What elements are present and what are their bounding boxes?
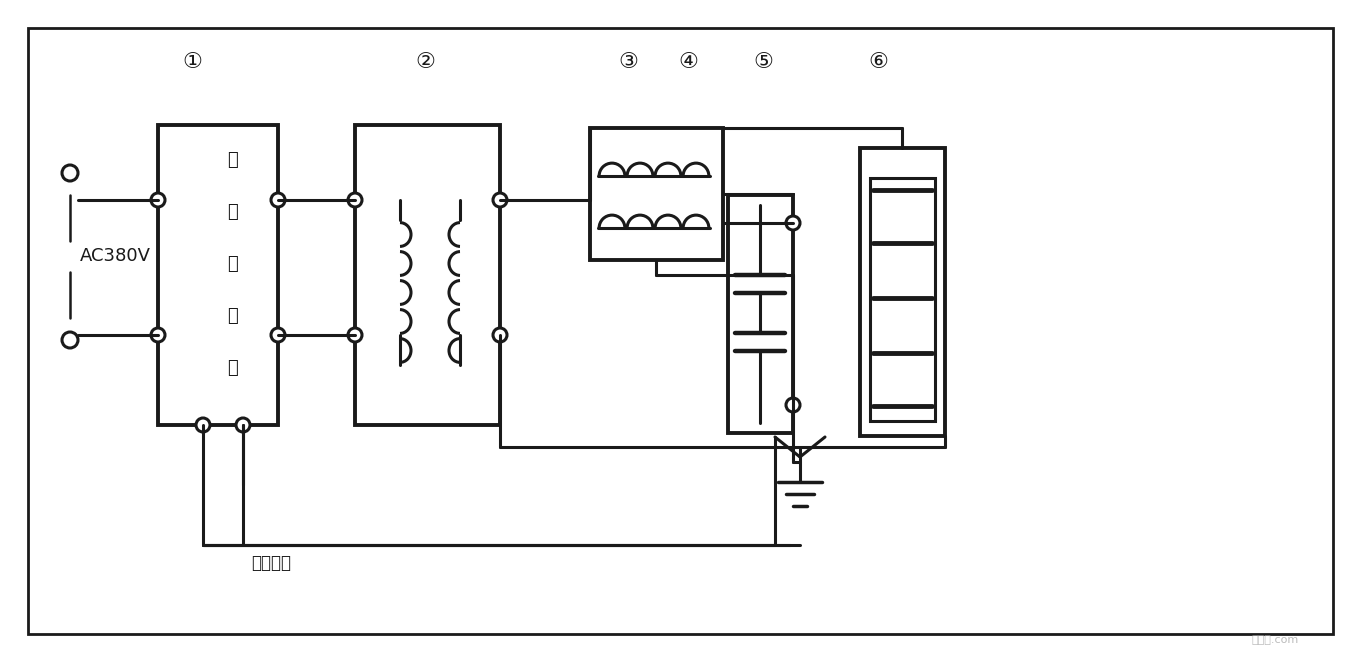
Text: 测量输入: 测量输入 — [250, 554, 291, 572]
Bar — [860, 148, 945, 436]
Circle shape — [63, 165, 78, 181]
Text: ①: ① — [182, 52, 201, 72]
Circle shape — [271, 328, 284, 342]
Circle shape — [787, 398, 800, 412]
Circle shape — [348, 193, 362, 207]
Circle shape — [63, 332, 78, 348]
Text: ⑥: ⑥ — [868, 52, 887, 72]
Text: 输: 输 — [227, 307, 238, 325]
Text: 出: 出 — [227, 359, 238, 377]
Text: 源: 源 — [227, 255, 238, 273]
Circle shape — [787, 216, 800, 230]
Bar — [158, 125, 278, 425]
Text: ⑤: ⑤ — [753, 52, 773, 72]
Text: AC380V: AC380V — [79, 247, 151, 265]
Text: 变: 变 — [227, 151, 238, 169]
Text: ③: ③ — [618, 52, 638, 72]
Text: ②: ② — [415, 52, 436, 72]
Text: 接线图.com: 接线图.com — [1252, 635, 1298, 645]
Circle shape — [151, 193, 165, 207]
Circle shape — [151, 328, 165, 342]
Circle shape — [235, 418, 250, 432]
Bar — [355, 125, 499, 425]
Circle shape — [493, 328, 508, 342]
Bar — [870, 178, 935, 421]
Circle shape — [196, 418, 210, 432]
Circle shape — [271, 193, 284, 207]
Text: ④: ④ — [678, 52, 698, 72]
Circle shape — [348, 328, 362, 342]
Bar — [591, 128, 723, 260]
Bar — [728, 195, 793, 433]
Text: 频: 频 — [227, 203, 238, 221]
Circle shape — [493, 193, 508, 207]
